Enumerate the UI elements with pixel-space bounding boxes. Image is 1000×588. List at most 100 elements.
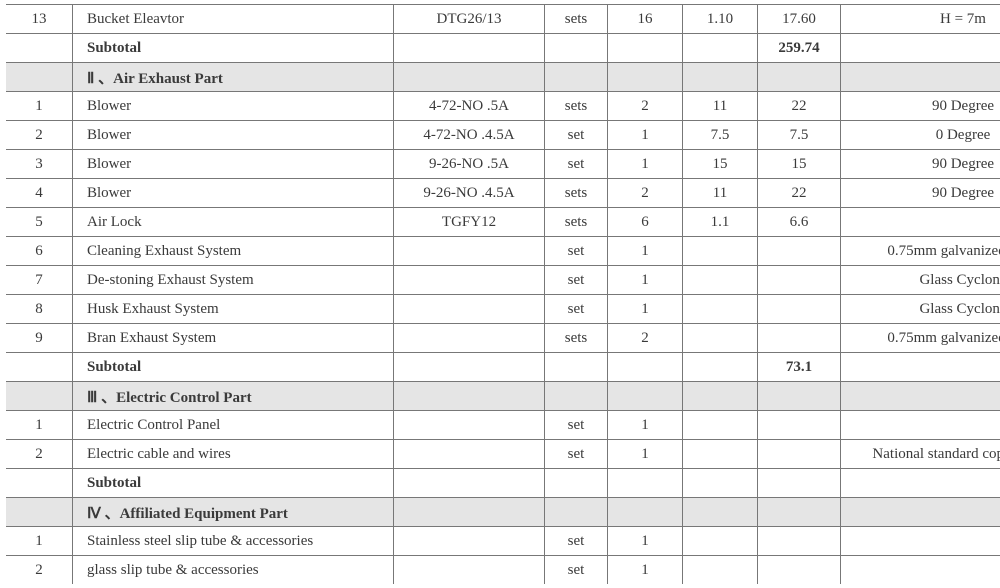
subtotal-blank [6, 469, 73, 498]
cell-col4: 2 [608, 92, 683, 121]
section-blank [683, 382, 758, 411]
cell-col7: Glass Cyclone [841, 295, 1000, 324]
subtotal-blank [6, 34, 73, 63]
cell-col1: Electric cable and wires [73, 440, 394, 469]
cell-col1: Stainless steel slip tube & accessories [73, 527, 394, 556]
cell-col2 [394, 324, 545, 353]
cell-col0: 2 [6, 556, 73, 585]
table-row: 6Cleaning Exhaust Systemset10.75mm galva… [6, 237, 1000, 266]
cell-col7: 0 Degree [841, 121, 1000, 150]
cell-col1: Husk Exhaust System [73, 295, 394, 324]
table-row: 9Bran Exhaust Systemsets20.75mm galvaniz… [6, 324, 1000, 353]
specifications-table: 13Bucket EleavtorDTG26/13sets161.1017.60… [6, 4, 1000, 584]
table-row: 7De-stoning Exhaust Systemset1Glass Cycl… [6, 266, 1000, 295]
section-title: Ⅳ 、Affiliated Equipment Part [73, 498, 394, 527]
table-row: 4Blower9-26-NO .4.5Asets2112290 Degree [6, 179, 1000, 208]
subtotal-blank [841, 469, 1000, 498]
subtotal-blank [545, 469, 608, 498]
subtotal-blank [394, 469, 545, 498]
table-row: 2glass slip tube & accessoriesset1 [6, 556, 1000, 585]
section-header-row: Ⅲ 、Electric Control Part [6, 382, 1000, 411]
cell-col2 [394, 295, 545, 324]
section-blank [394, 498, 545, 527]
cell-col5: 7.5 [683, 121, 758, 150]
subtotal-blank [545, 353, 608, 382]
cell-col2 [394, 266, 545, 295]
subtotal-blank [6, 353, 73, 382]
subtotal-blank [394, 353, 545, 382]
section-blank [758, 382, 841, 411]
cell-col1: Blower [73, 179, 394, 208]
cell-col5 [683, 527, 758, 556]
section-blank [6, 382, 73, 411]
cell-col2: 4-72-NO .5A [394, 92, 545, 121]
cell-col0: 4 [6, 179, 73, 208]
cell-col1: Bran Exhaust System [73, 324, 394, 353]
cell-col1: glass slip tube & accessories [73, 556, 394, 585]
table-row: 1Stainless steel slip tube & accessories… [6, 527, 1000, 556]
cell-col5 [683, 237, 758, 266]
section-header-row: Ⅳ 、Affiliated Equipment Part [6, 498, 1000, 527]
cell-col0: 1 [6, 92, 73, 121]
cell-col3: sets [545, 5, 608, 34]
table-row: 8Husk Exhaust Systemset1Glass Cyclone [6, 295, 1000, 324]
cell-col2: 4-72-NO .4.5A [394, 121, 545, 150]
subtotal-row: Subtotal [6, 469, 1000, 498]
table-row: 5Air LockTGFY12sets61.16.6 [6, 208, 1000, 237]
cell-col4: 1 [608, 556, 683, 585]
cell-col5: 15 [683, 150, 758, 179]
cell-col6: 15 [758, 150, 841, 179]
cell-col7: H = 7m [841, 5, 1000, 34]
cell-col5 [683, 440, 758, 469]
subtotal-blank [608, 353, 683, 382]
subtotal-blank [683, 469, 758, 498]
cell-col3: set [545, 411, 608, 440]
cell-col7: 0.75mm galvanized plate [841, 237, 1000, 266]
section-blank [545, 382, 608, 411]
cell-col2: DTG26/13 [394, 5, 545, 34]
section-blank [394, 63, 545, 92]
cell-col1: Cleaning Exhaust System [73, 237, 394, 266]
table-row: 2Electric cable and wiresset1National st… [6, 440, 1000, 469]
cell-col2 [394, 237, 545, 266]
cell-col5: 11 [683, 92, 758, 121]
subtotal-blank [841, 34, 1000, 63]
cell-col3: set [545, 440, 608, 469]
cell-col3: set [545, 121, 608, 150]
table-row: 1Electric Control Panelset1 [6, 411, 1000, 440]
subtotal-value: 259.74 [758, 34, 841, 63]
section-blank [841, 382, 1000, 411]
cell-col1: Blower [73, 121, 394, 150]
section-title: Ⅱ 、Air Exhaust Part [73, 63, 394, 92]
subtotal-blank [683, 34, 758, 63]
cell-col1: De-stoning Exhaust System [73, 266, 394, 295]
cell-col6 [758, 324, 841, 353]
subtotal-value: 73.1 [758, 353, 841, 382]
cell-col1: Blower [73, 92, 394, 121]
cell-col5: 1.10 [683, 5, 758, 34]
cell-col3: sets [545, 208, 608, 237]
cell-col3: set [545, 266, 608, 295]
cell-col0: 3 [6, 150, 73, 179]
cell-col2 [394, 440, 545, 469]
cell-col6 [758, 556, 841, 585]
cell-col3: set [545, 150, 608, 179]
section-blank [394, 382, 545, 411]
cell-col4: 1 [608, 237, 683, 266]
subtotal-blank [683, 353, 758, 382]
cell-col7 [841, 411, 1000, 440]
cell-col5 [683, 266, 758, 295]
section-blank [545, 498, 608, 527]
cell-col5: 1.1 [683, 208, 758, 237]
section-blank [608, 382, 683, 411]
cell-col4: 1 [608, 440, 683, 469]
cell-col4: 2 [608, 179, 683, 208]
cell-col7: National standard copper wire [841, 440, 1000, 469]
cell-col6 [758, 237, 841, 266]
subtotal-blank [608, 469, 683, 498]
cell-col6: 7.5 [758, 121, 841, 150]
cell-col0: 8 [6, 295, 73, 324]
subtotal-blank [608, 34, 683, 63]
subtotal-label: Subtotal [73, 34, 394, 63]
cell-col4: 2 [608, 324, 683, 353]
